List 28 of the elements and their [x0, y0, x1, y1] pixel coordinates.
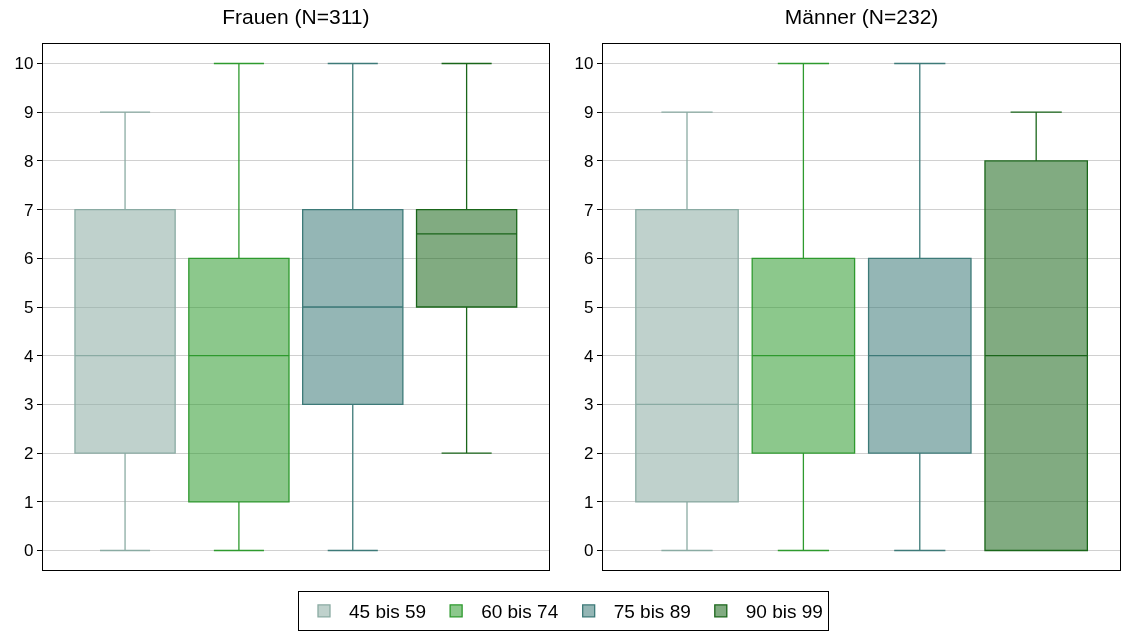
legend-label: 75 bis 89	[613, 601, 691, 623]
y-tick-label: 7	[23, 200, 34, 220]
y-tick-label: 4	[23, 346, 34, 366]
y-tick-label: 3	[23, 395, 34, 415]
chart-title: Frauen (N=311)	[222, 5, 370, 29]
y-tick-label: 3	[584, 395, 594, 415]
y-tick-label: 5	[23, 297, 34, 317]
y-tick-label: 9	[23, 103, 34, 123]
legend-label: 90 bis 99	[745, 601, 823, 623]
y-tick-label: 7	[584, 200, 594, 220]
chart-title: Männer (N=232)	[784, 5, 939, 29]
y-tick-label: 6	[23, 249, 34, 269]
y-tick-label: 8	[23, 151, 34, 171]
y-tick-label: 0	[584, 541, 594, 561]
y-tick-label: 2	[23, 444, 34, 464]
y-tick-label: 8	[584, 151, 594, 171]
y-tick-label: 4	[584, 346, 594, 366]
y-tick-label: 10	[574, 54, 594, 74]
y-tick-label: 1	[23, 492, 34, 512]
y-tick-label: 0	[23, 541, 34, 561]
y-tick-label: 1	[584, 492, 594, 512]
y-tick-label: 5	[584, 297, 594, 317]
y-tick-label: 10	[14, 54, 34, 74]
y-tick-label: 9	[584, 103, 594, 123]
legend-label: 60 bis 74	[481, 601, 559, 623]
y-tick-label: 2	[584, 444, 594, 464]
y-tick-label: 6	[584, 249, 594, 269]
legend-label: 45 bis 59	[349, 601, 427, 623]
